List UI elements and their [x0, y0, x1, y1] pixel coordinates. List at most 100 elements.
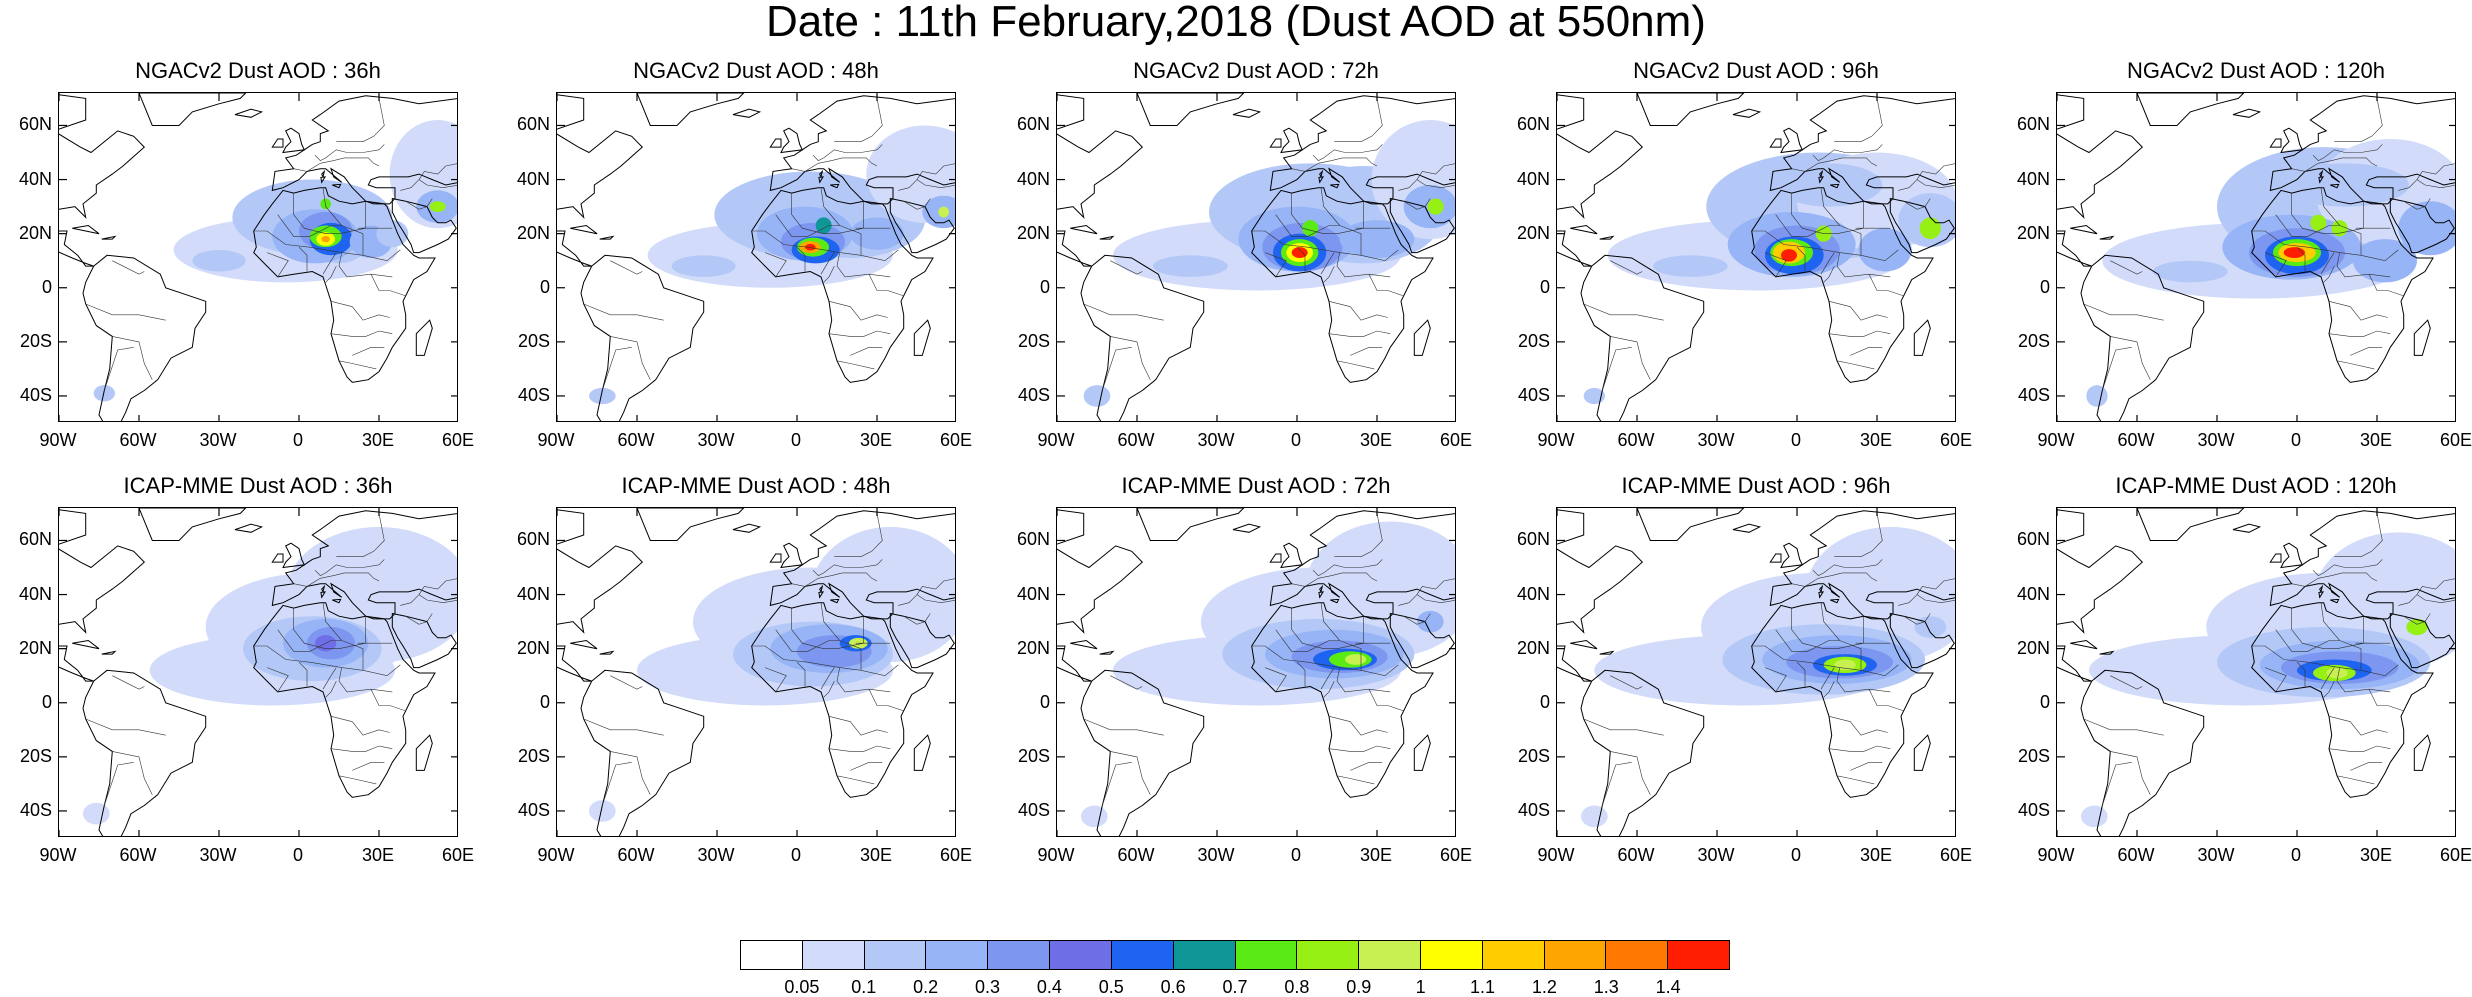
coastline [2389, 197, 2455, 254]
country-border [1102, 347, 1132, 391]
coastline [2136, 508, 2245, 541]
country-border [1291, 157, 1378, 172]
map-panel-icap-mme-72h: ICAP-MME Dust AOD : 72h 60N 40N 20N 0 20S 40S 9… [1017, 473, 1472, 873]
colorbar-swatch [1359, 941, 1421, 969]
colorbar-swatch [1050, 941, 1112, 969]
aod-contour [2081, 805, 2108, 828]
lat-tick-label: 0 [539, 691, 550, 712]
lat-tick-label: 40S [19, 384, 52, 405]
map-frame [1056, 92, 1456, 422]
aod-contour [1302, 220, 1319, 237]
lon-tick-label: 60E [1439, 430, 1473, 450]
lon-tick-label: 90W [2037, 430, 2075, 450]
country-border [1610, 751, 1651, 795]
colorbar-tick-label: 0.7 [1222, 977, 1248, 997]
country-border [2110, 336, 2151, 380]
country-border [112, 336, 153, 380]
country-border [1916, 163, 1955, 180]
lat-tick-label: 20S [517, 745, 550, 766]
coastline [1818, 176, 1825, 184]
country-border [400, 179, 457, 191]
country-border [2291, 157, 2378, 172]
coastline [1599, 650, 1615, 655]
lat-tick-label: 20N [2016, 222, 2050, 243]
country-border [1828, 330, 1891, 337]
country-border [1110, 260, 1143, 275]
country-border [2323, 265, 2335, 283]
country-border [764, 667, 787, 693]
coastline [2330, 183, 2340, 189]
lat-tick-label: 20S [1517, 745, 1550, 766]
coastline [2136, 93, 2245, 126]
aod-contour [1781, 249, 1797, 262]
country-border [751, 230, 899, 262]
aod-contour [938, 206, 949, 218]
country-border [2275, 214, 2362, 256]
lat-tick-label: 0 [2039, 691, 2050, 712]
country-border [1320, 667, 1335, 690]
coastline [138, 508, 247, 541]
country-border [820, 667, 835, 690]
country-border [903, 198, 931, 210]
coastline [1889, 197, 1955, 254]
country-border [277, 629, 364, 671]
lon-tick-label: 30E [859, 845, 893, 865]
country-border [1312, 144, 1383, 161]
coastline [2319, 169, 2324, 179]
country-border [1398, 179, 1455, 191]
lon-tick-label: 30E [2359, 845, 2393, 865]
coastline [599, 235, 615, 240]
country-border [1823, 680, 1835, 698]
country-border [1751, 230, 1899, 262]
country-border [1398, 594, 1455, 606]
colorbar-tick-label: 0.9 [1346, 977, 1372, 997]
coastline [82, 254, 207, 421]
country-border [1296, 246, 1306, 272]
country-border [2334, 513, 2383, 557]
country-border [836, 775, 875, 785]
lat-tick-label: 40S [1517, 384, 1550, 405]
coastline [2413, 734, 2431, 771]
coastline [2319, 584, 2324, 594]
country-border [775, 214, 862, 256]
lat-tick-label: 60N [516, 114, 550, 135]
aod-contour [2326, 667, 2348, 679]
country-border [916, 163, 955, 180]
coastline [101, 235, 117, 240]
country-border [2336, 360, 2375, 370]
colorbar-tick-label: 0.6 [1160, 977, 1186, 997]
country-border [898, 594, 955, 606]
country-border [2328, 330, 2391, 337]
colorbar-tick-label: 0.2 [913, 977, 939, 997]
colorbar-tick-label: 0.1 [851, 977, 877, 997]
aod-contour [83, 802, 110, 825]
country-border [775, 629, 862, 671]
country-border [1334, 98, 1383, 142]
lat-tick-label: 20S [1017, 330, 1050, 351]
map-frame [556, 92, 956, 422]
coastline [2070, 224, 2098, 235]
panel-title: ICAP-MME Dust AOD : 36h [123, 473, 393, 498]
country-border [112, 675, 145, 690]
lat-tick-label: 0 [1039, 276, 1050, 297]
coastline [1751, 602, 1934, 798]
country-border [330, 716, 390, 736]
country-border [1610, 675, 1643, 690]
coastline [320, 591, 327, 599]
aod-contour [1345, 654, 1367, 665]
coastline [234, 108, 264, 118]
coastline [1769, 95, 1955, 205]
colorbar-tick-label: 1.4 [1655, 977, 1681, 997]
panel-title: NGACv2 Dust AOD : 96h [1633, 58, 1879, 83]
coastline [1099, 235, 1115, 240]
coastline [415, 734, 433, 771]
coastline [1318, 176, 1325, 184]
country-border [820, 602, 840, 641]
lon-tick-label: 60E [1939, 845, 1973, 865]
aod-contour [671, 255, 736, 277]
country-border [293, 608, 366, 649]
map-panel-ngacv2-120h: NGACv2 Dust AOD : 120h 60N 40N 20N 0 20S 40S 90… [2017, 58, 2472, 458]
coastline [2080, 254, 2205, 421]
country-border [418, 578, 457, 595]
map-panel-icap-mme-48h: ICAP-MME Dust AOD : 48h 60N 40N 20N 0 20S 40S 9… [517, 473, 972, 873]
